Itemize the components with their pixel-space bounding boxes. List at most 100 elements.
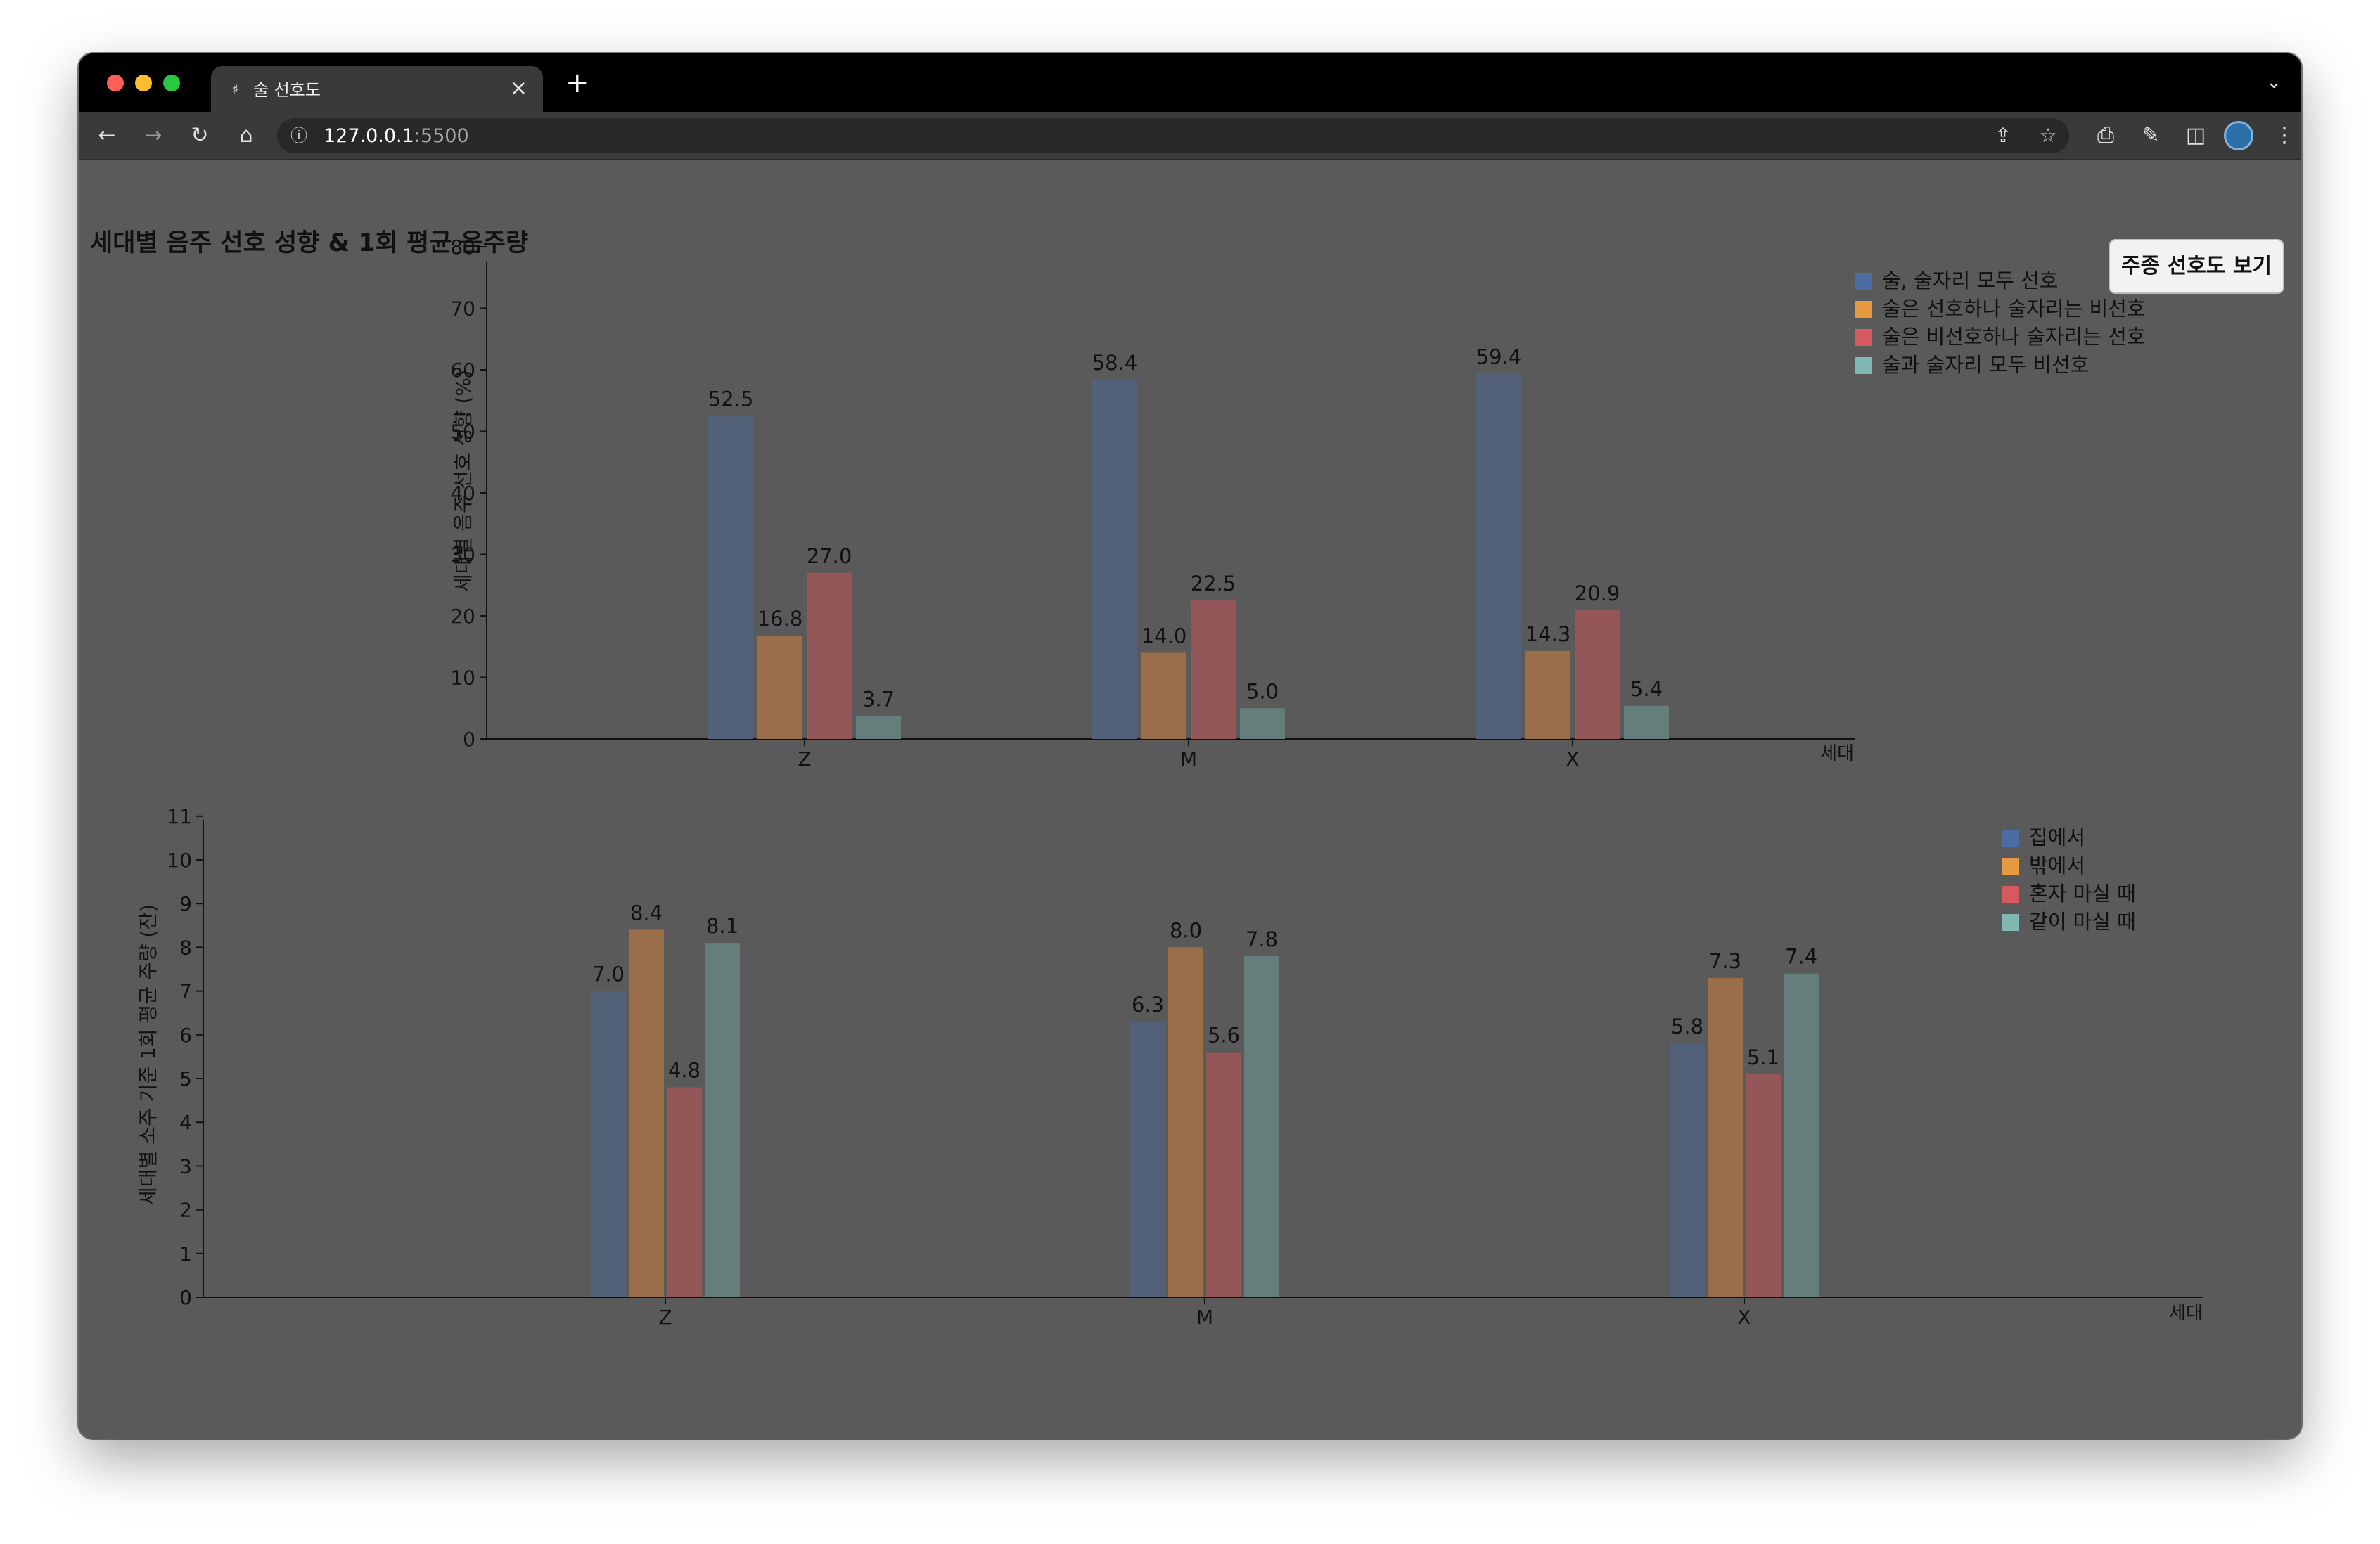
chart1-bar-m-series3	[1191, 600, 1236, 739]
chart2-y-tick-label: 2	[179, 1199, 192, 1222]
chart1-y-tick-label: 60	[450, 359, 475, 382]
chart2-legend-swatch	[2002, 858, 2019, 875]
chart2-bar-x-series3	[1746, 1074, 1781, 1297]
chart2-legend-swatch	[2002, 830, 2019, 847]
home-icon[interactable]: ⌂	[239, 123, 253, 148]
favicon-icon: ♯	[232, 82, 239, 97]
chart2-bar-x-series1	[1670, 1043, 1705, 1297]
chart2-y-tick-label: 5	[179, 1067, 192, 1091]
maximize-window-button[interactable]	[163, 75, 180, 91]
browser-window: ♯ 술 선호도 × + ⌄ ← → ↻ ⌂ ⓘ 127.0.0.1:5500 ⇪…	[79, 53, 2301, 1439]
chart2-y-tick-label: 0	[179, 1286, 192, 1309]
chart2-y-tick-label: 4	[179, 1111, 192, 1134]
share-icon[interactable]: ⇪	[1995, 124, 2011, 147]
profile-avatar[interactable]	[2224, 121, 2253, 150]
chart1-y-tick-label: 0	[463, 728, 475, 751]
minimize-window-button[interactable]	[135, 75, 152, 91]
chart2-data-label: 6.3	[1132, 993, 1164, 1017]
liquor-preference-button[interactable]: 주종 선호도 보기	[2109, 239, 2284, 294]
chart1-bar-m-series1	[1092, 380, 1137, 739]
chart1-data-label: 52.5	[708, 387, 754, 411]
chart1-data-label: 5.4	[1630, 677, 1663, 701]
chart2-bar-x-series4	[1784, 973, 1819, 1297]
chart1-data-label: 14.0	[1141, 624, 1187, 648]
extension-printer-icon[interactable]: ⎙	[2097, 123, 2114, 148]
chart2-y-tick-label: 7	[179, 980, 192, 1003]
chart2-bar-z-series1	[591, 991, 626, 1297]
chart2-data-label: 7.0	[592, 963, 625, 986]
chart2-x-tick-label: X	[1737, 1306, 1751, 1329]
side-panel-icon[interactable]: ◫	[2185, 123, 2206, 148]
chart2-bar-m-series4	[1244, 956, 1279, 1297]
chart2-bar-m-series1	[1130, 1022, 1165, 1297]
chart2-x-tick-label: Z	[658, 1306, 672, 1329]
tab-close-icon[interactable]: ×	[509, 76, 527, 101]
chart1-data-label: 22.5	[1191, 572, 1236, 596]
chart2-y-tick-label: 8	[179, 936, 192, 959]
chart2-bar-x-series2	[1708, 977, 1743, 1297]
chart1-data-label: 20.9	[1575, 581, 1620, 605]
chart2-legend-swatch	[2002, 886, 2019, 903]
chart1-data-label: 58.4	[1092, 351, 1138, 375]
chart2-bar-z-series2	[629, 929, 664, 1297]
site-info-icon[interactable]: ⓘ	[290, 126, 307, 146]
chart1-legend-swatch	[1855, 301, 1872, 318]
chart1-legend-label: 술은 비선호하나 술자리는 선호	[1882, 325, 2146, 349]
chart2-y-axis-label: 세대별 소주 기준 1회 평균 주량 (잔)	[136, 904, 160, 1205]
more-menu-icon[interactable]: ⋮	[2274, 123, 2295, 148]
chart1-data-label: 5.0	[1246, 679, 1279, 703]
chart2-legend-label: 밖에서	[2029, 854, 2085, 877]
chart2-legend-label: 같이 마실 때	[2029, 910, 2136, 934]
browser-toolbar: ← → ↻ ⌂ ⓘ 127.0.0.1:5500 ⇪ ☆ ⎙ ✎ ◫ ⋮	[79, 112, 2301, 160]
chart1-data-label: 3.7	[862, 688, 895, 712]
chart2-bar-m-series2	[1168, 947, 1203, 1297]
extensions-puzzle-icon[interactable]: ✎	[2142, 123, 2160, 148]
back-arrow-icon[interactable]: ←	[98, 123, 116, 148]
chart2-data-label: 8.1	[706, 914, 738, 938]
chart2-y-tick-label: 6	[179, 1024, 192, 1047]
chart2-legend-label: 혼자 마실 때	[2029, 882, 2136, 906]
chart1-legend-label: 술, 술자리 모두 선호	[1882, 269, 2058, 292]
chart1-bar-x-series3	[1575, 610, 1620, 739]
chart1-bar-x-series1	[1476, 373, 1521, 739]
chart2-y-tick-label: 1	[179, 1242, 192, 1266]
chart1-bar-x-series4	[1624, 705, 1669, 739]
chart1-bar-m-series2	[1141, 652, 1186, 739]
chart1-bar-z-series1	[708, 416, 753, 739]
chart2-bar-z-series4	[705, 943, 740, 1297]
chart2-bar-z-series3	[667, 1087, 702, 1297]
chart1-legend-swatch	[1855, 357, 1872, 374]
tab-title: 술 선호도	[253, 80, 321, 100]
url-port: :5500	[414, 125, 469, 147]
chart2-data-label: 7.8	[1246, 927, 1278, 951]
chart1-y-tick-label: 10	[450, 667, 475, 690]
chart2-data-label: 4.8	[668, 1058, 700, 1082]
tab-search-chevron-icon[interactable]: ⌄	[2266, 72, 2282, 93]
chart2-x-tick-label: M	[1196, 1306, 1213, 1329]
chart2-y-tick-label: 10	[167, 849, 192, 872]
reload-icon[interactable]: ↻	[191, 123, 209, 148]
new-tab-icon[interactable]: +	[565, 67, 589, 99]
chart1-legend-label: 술과 술자리 모두 비선호	[1882, 353, 2089, 377]
bookmark-star-icon[interactable]: ☆	[2039, 124, 2057, 147]
chart1-y-tick-label: 70	[450, 297, 475, 321]
chart2-x-axis-label: 세대	[2169, 1303, 2203, 1324]
chart1-bar-z-series2	[757, 636, 802, 739]
chart2-legend-label: 집에서	[2029, 825, 2085, 849]
tab-bar: ♯ 술 선호도 × + ⌄	[79, 53, 2301, 112]
chart1-x-axis-label: 세대	[1820, 743, 1854, 764]
chart1-x-tick-label: Z	[798, 747, 811, 771]
chart1-legend-label: 술은 선호하나 술자리는 비선호	[1882, 297, 2146, 321]
forward-arrow-icon[interactable]: →	[144, 123, 162, 148]
address-url: 127.0.0.1:5500	[324, 126, 469, 147]
chart2-data-label: 8.4	[630, 901, 663, 925]
close-window-button[interactable]	[107, 75, 124, 91]
chart1-x-tick-label: M	[1180, 747, 1197, 771]
chart1-y-tick-label: 30	[450, 543, 475, 567]
browser-tab[interactable]: ♯ 술 선호도 ×	[211, 66, 543, 112]
chart1-data-label: 14.3	[1525, 622, 1571, 646]
chart2-data-label: 5.1	[1747, 1046, 1779, 1069]
address-bar[interactable]: ⓘ 127.0.0.1:5500 ⇪ ☆	[277, 118, 2069, 153]
chart1-y-tick-label: 50	[450, 420, 475, 444]
